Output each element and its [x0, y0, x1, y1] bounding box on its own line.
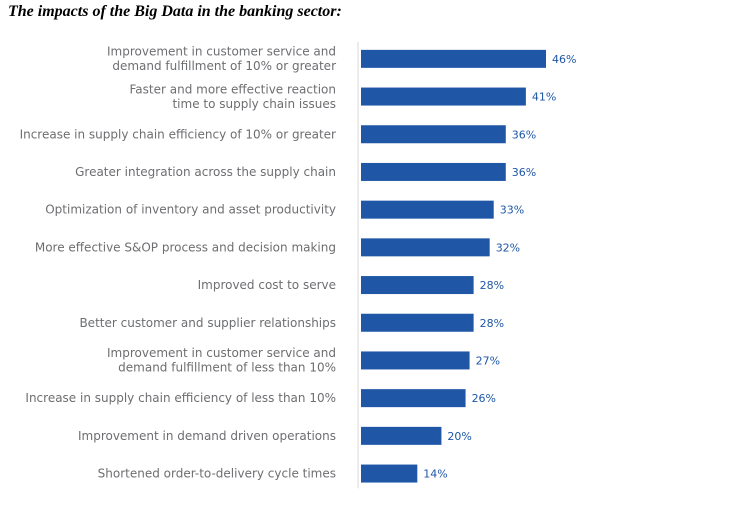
category-label-line: Shortened order-to-delivery cycle times	[98, 467, 336, 481]
value-label: 36%	[512, 128, 536, 141]
category-label: Increase in supply chain efficiency of l…	[25, 391, 336, 405]
bar	[361, 238, 490, 257]
category-label-line: Optimization of inventory and asset prod…	[45, 203, 336, 217]
category-label-line: Improved cost to serve	[198, 278, 336, 292]
category-label-line: Greater integration across the supply ch…	[75, 165, 336, 179]
category-label-line: Improvement in customer service and	[107, 346, 336, 360]
category-label-line: Improvement in customer service and	[107, 45, 336, 59]
category-label: Shortened order-to-delivery cycle times	[98, 467, 336, 481]
bar	[361, 200, 494, 219]
category-label-line: Better customer and supplier relationshi…	[79, 316, 336, 330]
value-label: 33%	[500, 204, 524, 217]
value-label: 26%	[472, 392, 496, 405]
category-label: Faster and more effective reaction time t…	[130, 82, 337, 111]
category-label: Improvement in demand driven operations	[78, 429, 336, 443]
value-label: 28%	[480, 317, 504, 330]
value-label: 14%	[423, 468, 447, 481]
category-label-line: Increase in supply chain efficiency of 1…	[20, 127, 336, 141]
bar	[361, 162, 506, 181]
category-label-line: demand fulfillment of less than 10%	[118, 361, 336, 375]
value-label: 41%	[532, 91, 556, 104]
value-label: 20%	[447, 430, 471, 443]
category-label: Improvement in customer service and deman…	[107, 45, 336, 74]
category-label: Better customer and supplier relationshi…	[79, 316, 336, 330]
bar	[361, 49, 546, 68]
category-label: More effective S&OP process and decision…	[35, 240, 336, 254]
bar	[361, 426, 442, 445]
bar	[361, 464, 418, 483]
value-label: 28%	[480, 279, 504, 292]
bar	[361, 351, 470, 370]
category-label: Optimization of inventory and asset prod…	[45, 203, 336, 217]
bar	[361, 313, 474, 332]
bar	[361, 389, 466, 408]
bar	[361, 125, 506, 144]
category-label: Increase in supply chain efficiency of 1…	[20, 127, 336, 141]
category-label-line: More effective S&OP process and decision…	[35, 240, 336, 254]
category-label-line: demand fulfillment of 10% or greater	[112, 59, 336, 73]
category-label: Improvement in customer service and deman…	[107, 346, 336, 375]
value-label: 32%	[496, 241, 520, 254]
category-label: Improved cost to serve	[198, 278, 336, 292]
value-label: 27%	[476, 354, 500, 367]
bar	[361, 87, 526, 106]
category-label-line: time to supply chain issues	[172, 97, 336, 111]
category-label-line: Increase in supply chain efficiency of l…	[25, 391, 336, 405]
category-label: Greater integration across the supply ch…	[75, 165, 336, 179]
category-label-line: Improvement in demand driven operations	[78, 429, 336, 443]
bar	[361, 276, 474, 295]
value-label: 46%	[552, 53, 576, 66]
chart-title: The impacts of the Big Data in the banki…	[8, 3, 342, 20]
category-label-line: Faster and more effective reaction	[130, 82, 337, 96]
value-label: 36%	[512, 166, 536, 179]
